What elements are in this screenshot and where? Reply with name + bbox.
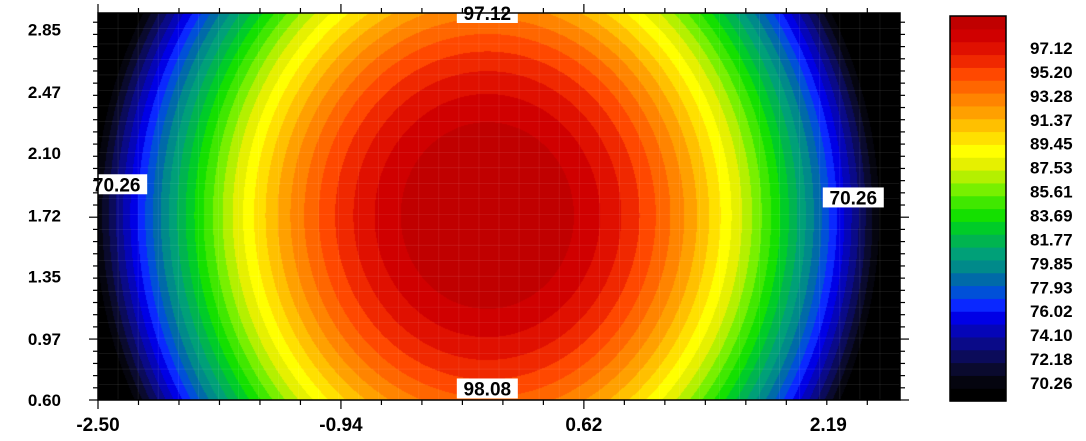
contour-label-text: 70.26	[93, 175, 141, 196]
colorbar-label: 95.20	[1030, 63, 1073, 82]
contour-label: 98.08	[456, 378, 518, 400]
colorbar-swatch	[950, 16, 1006, 30]
contour-label-text: 98.08	[464, 379, 512, 400]
y-axis-tick-labels: 0.60 0.97 1.35 1.72 2.10 2.47 2.85	[28, 20, 61, 410]
colorbar-swatch	[950, 131, 1006, 145]
colorbar-label: 89.45	[1030, 135, 1073, 154]
colorbar-labels: 97.12 95.20 93.28 91.37 89.45 87.53 85.61 83.69…	[1030, 39, 1073, 393]
colorbar-swatch	[950, 259, 1006, 274]
contour-label-text: 70.26	[830, 188, 878, 209]
colorbar-swatch	[950, 157, 1006, 171]
y-tick-label: 0.60	[28, 391, 61, 410]
colorbar-swatch	[950, 80, 1006, 94]
y-tick-label: 2.85	[28, 20, 61, 39]
colorbar-swatch	[950, 195, 1006, 210]
contour-fill	[98, 13, 900, 400]
colorbar-label: 81.77	[1030, 230, 1073, 249]
colorbar-swatch	[950, 388, 1006, 402]
colorbar-swatch	[950, 247, 1006, 261]
colorbar-swatch	[950, 221, 1006, 235]
axis-ticks	[89, 4, 909, 409]
colorbar-swatch	[950, 362, 1006, 376]
contour-label: 70.26	[822, 187, 884, 209]
y-tick-label: 2.10	[28, 144, 61, 163]
y-tick-label: 2.47	[28, 83, 61, 102]
y-tick-label: 0.97	[28, 330, 61, 349]
colorbar-swatch	[950, 349, 1006, 364]
colorbar-swatch	[950, 182, 1006, 197]
colorbar	[949, 15, 1007, 402]
colorbar-swatch	[950, 54, 1006, 68]
colorbar-swatch	[950, 93, 1006, 107]
contour-label-text: 97.12	[464, 4, 512, 25]
colorbar-swatch	[950, 272, 1006, 287]
colorbar-swatch	[950, 105, 1006, 120]
colorbar-swatch	[950, 336, 1006, 351]
colorbar-label: 83.69	[1030, 207, 1073, 226]
colorbar-swatch	[950, 170, 1006, 184]
colorbar-label: 93.28	[1030, 87, 1073, 106]
colorbar-swatch	[950, 324, 1006, 338]
colorbar-swatch	[950, 67, 1006, 81]
y-tick-label: 1.72	[28, 207, 61, 226]
colorbar-swatch	[950, 298, 1006, 312]
colorbar-swatch	[950, 118, 1006, 133]
colorbar-swatch	[950, 375, 1006, 389]
grid-lines	[98, 13, 900, 400]
contour-label: 70.26	[86, 174, 148, 196]
plot-frame	[97, 12, 901, 401]
colorbar-swatch	[950, 144, 1006, 158]
colorbar-label: 70.26	[1030, 374, 1073, 393]
colorbar-label: 77.93	[1030, 278, 1073, 297]
contour-label: 97.12	[456, 3, 518, 25]
colorbar-label: 72.18	[1030, 350, 1073, 369]
colorbar-label: 76.02	[1030, 302, 1073, 321]
colorbar-label: 74.10	[1030, 326, 1073, 345]
x-tick-label: -2.50	[76, 415, 119, 436]
x-tick-label: 2.19	[810, 415, 847, 436]
colorbar-label: 85.61	[1030, 183, 1073, 202]
contour-labels: 97.12 98.08 70.26 70.26	[86, 3, 884, 400]
colorbar-label: 91.37	[1030, 111, 1073, 130]
colorbar-swatch	[950, 234, 1006, 248]
y-tick-label: 1.35	[28, 267, 61, 286]
colorbar-frame	[949, 15, 1007, 402]
colorbar-label: 97.12	[1030, 39, 1073, 58]
colorbar-label: 87.53	[1030, 159, 1073, 178]
colorbar-swatch	[950, 311, 1006, 325]
colorbar-swatch	[950, 285, 1006, 299]
x-tick-label: 0.62	[565, 415, 602, 436]
colorbar-swatch	[950, 41, 1006, 56]
x-axis-tick-labels: -2.50 -0.94 0.62 2.19	[76, 415, 847, 436]
colorbar-swatch	[950, 28, 1006, 43]
colorbar-swatch	[950, 208, 1006, 222]
x-tick-label: -0.94	[319, 415, 363, 436]
colorbar-label: 79.85	[1030, 254, 1073, 273]
